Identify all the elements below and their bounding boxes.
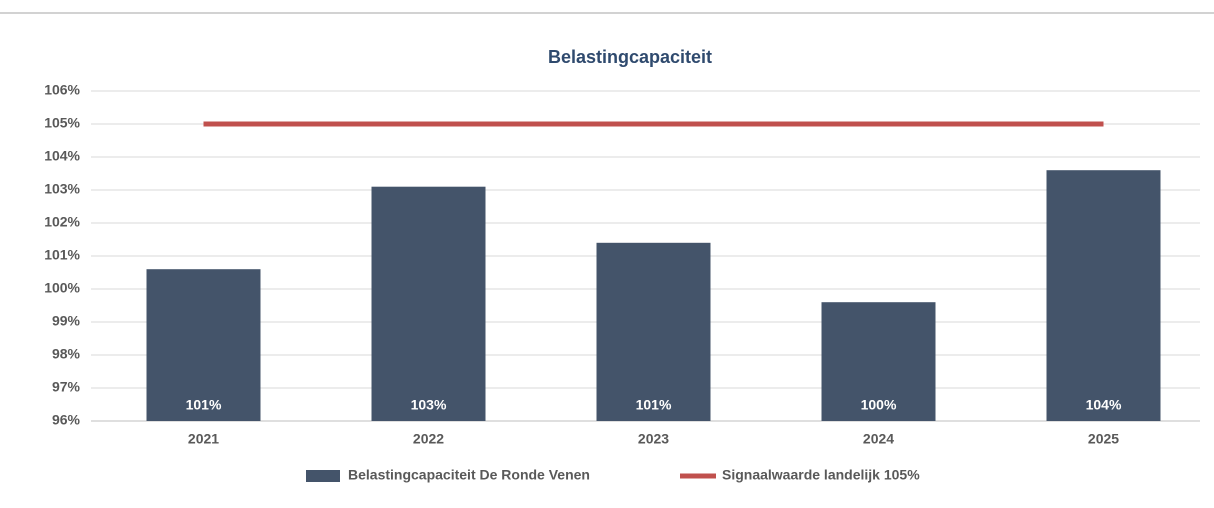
y-tick-label: 96% bbox=[52, 412, 81, 428]
chart-title: Belastingcapaciteit bbox=[548, 47, 712, 67]
x-tick-label: 2025 bbox=[1088, 431, 1119, 447]
legend-label: Belastingcapaciteit De Ronde Venen bbox=[348, 467, 590, 483]
y-tick-label: 102% bbox=[44, 214, 80, 230]
bar bbox=[146, 269, 261, 421]
legend-swatch bbox=[306, 470, 340, 482]
data-label: 100% bbox=[861, 397, 897, 413]
y-tick-label: 103% bbox=[44, 181, 80, 197]
y-tick-label: 101% bbox=[44, 247, 80, 263]
y-tick-label: 106% bbox=[44, 82, 80, 98]
x-tick-label: 2023 bbox=[638, 431, 669, 447]
y-tick-label: 99% bbox=[52, 313, 81, 329]
legend-label: Signaalwaarde landelijk 105% bbox=[722, 467, 920, 483]
y-tick-label: 98% bbox=[52, 346, 81, 362]
y-tick-label: 97% bbox=[52, 379, 81, 395]
x-tick-label: 2021 bbox=[188, 431, 219, 447]
x-tick-label: 2024 bbox=[863, 431, 894, 447]
data-label: 101% bbox=[636, 397, 672, 413]
y-tick-label: 104% bbox=[44, 148, 80, 164]
y-tick-label: 100% bbox=[44, 280, 80, 296]
data-label: 103% bbox=[411, 397, 447, 413]
bar bbox=[821, 302, 936, 421]
bar bbox=[371, 186, 486, 421]
y-tick-label: 105% bbox=[44, 115, 80, 131]
data-label: 104% bbox=[1086, 397, 1122, 413]
x-tick-label: 2022 bbox=[413, 431, 444, 447]
data-label: 101% bbox=[186, 397, 222, 413]
bar bbox=[596, 242, 711, 421]
bar bbox=[1046, 170, 1161, 421]
